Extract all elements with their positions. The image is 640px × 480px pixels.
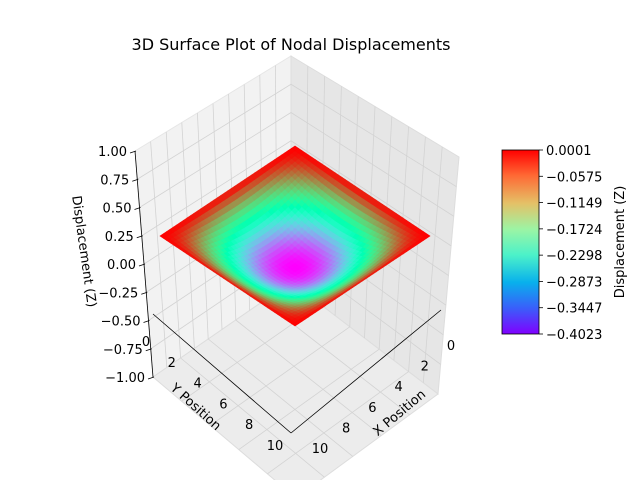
y-axis-line [152, 313, 292, 434]
colorbar-tick-label: −0.4023 [546, 328, 602, 343]
z-tick-label: −0.75 [103, 343, 143, 358]
colorbar: 0.0001 −0.0575 −0.1149 −0.1724 −0.2298 −0.287… [501, 144, 628, 343]
y-tick-label: 0 [142, 335, 150, 350]
colorbar-gradient [501, 149, 540, 335]
floor-pane [152, 281, 439, 480]
colorbar-tick-label: −0.1149 [546, 197, 602, 212]
x-axis-line [290, 309, 442, 434]
z-tick-mark [129, 150, 137, 154]
grid-line [238, 348, 380, 450]
y-tick-label: 10 [267, 439, 284, 454]
colorbar-tick-label: −0.0575 [546, 170, 602, 185]
y-tick-label: 6 [219, 397, 227, 412]
chart-title: 3D Surface Plot of Nodal Displacements [132, 35, 451, 54]
x-tick-label: 2 [421, 360, 429, 375]
grid-line [235, 319, 382, 436]
tick-labels: 1.00 0.75 0.50 0.25 0.00 −0.25 −0.50 −0.75 −1.00… [98, 145, 455, 457]
colorbar-ticks: 0.0001 −0.0575 −0.1149 −0.1724 −0.2298 −0.287… [539, 144, 602, 343]
y-tick-label: 2 [168, 356, 176, 371]
z-tick-label: 0.00 [107, 258, 136, 273]
z-tick-mark [136, 235, 143, 239]
x-tick-label: 10 [312, 442, 329, 457]
colorbar-tick-label: −0.2298 [546, 249, 602, 264]
grid-line [209, 326, 351, 426]
y-tick-label: 8 [245, 418, 253, 433]
grid-line [267, 371, 409, 475]
grid-line [141, 140, 452, 247]
colorbar-tick-label: −0.2873 [546, 275, 602, 290]
z-tick-mark [141, 291, 148, 295]
z-tick-label: −0.25 [98, 286, 138, 301]
z-tick-label: −0.50 [101, 315, 141, 330]
x-tick-label: 8 [342, 421, 350, 436]
grid-line [207, 338, 354, 457]
surface-cell [291, 145, 299, 152]
colorbar-tick-label: 0.0001 [546, 144, 592, 159]
grid-line [137, 83, 457, 187]
axes-panes [134, 55, 460, 480]
z-axis-label: Displacement (Z) [68, 195, 99, 309]
grid-line [139, 112, 454, 217]
colorbar-tick-label: −0.3447 [546, 302, 602, 317]
y-tick-label: 4 [193, 377, 201, 392]
x-tick-label: 0 [447, 339, 455, 354]
colorbar-tick-label: −0.1724 [546, 223, 602, 238]
z-tick-label: 0.50 [103, 202, 132, 217]
z-tick-mark [138, 263, 146, 267]
z-tick-mark [145, 348, 152, 352]
grid-line [180, 357, 325, 478]
z-tick-mark [132, 178, 139, 182]
z-tick-label: 0.25 [105, 230, 134, 245]
z-tick-mark [147, 376, 155, 380]
colorbar-label: Displacement (Z) [613, 186, 628, 299]
x-tick-label: 4 [394, 380, 402, 395]
x-tick-label: 6 [368, 401, 376, 416]
surface-mesh [159, 145, 431, 327]
z-tick-label: 1.00 [98, 145, 127, 160]
z-tick-mark [143, 320, 150, 323]
z-tick-label: 0.75 [100, 173, 129, 188]
z-tick-label: −1.00 [105, 371, 145, 386]
z-tick-mark [134, 207, 141, 210]
